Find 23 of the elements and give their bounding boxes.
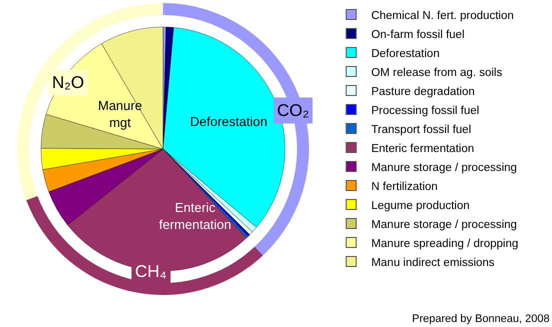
legend-label: Deforestation: [371, 48, 440, 60]
legend-label: Processing fossil fuel: [371, 104, 480, 117]
legend-label: Pasture degradation: [371, 86, 475, 98]
legend-label: Enteric fermentation: [371, 142, 474, 155]
legend-label: N fertilization: [371, 180, 438, 193]
legend-label: Legume production: [371, 200, 470, 212]
data-label: Enteric fermentation: [159, 200, 232, 232]
legend-label: OM release from ag. soils: [371, 66, 502, 79]
legend-label: Manure storage / processing: [371, 218, 517, 231]
donut-slice: [26, 196, 263, 295]
legend-label: Chemical N. fert. production: [371, 10, 514, 22]
slice-label: N₂O: [52, 73, 84, 92]
legend-label: Transport fossil fuel: [371, 124, 472, 136]
legend-label: Manure spreading / dropping: [371, 238, 518, 250]
legend-label: On-farm fossil fuel: [371, 28, 465, 41]
slice-label: CH₄: [135, 262, 167, 281]
donut-slice: [17, 3, 163, 200]
slice-label: CO₂: [277, 101, 310, 120]
legend-label: Manure storage / processing: [371, 162, 517, 174]
data-label: Manure mgt: [98, 98, 142, 130]
data-label: Deforestation: [190, 114, 268, 129]
text: Prepared by Bonneau, 2008: [412, 313, 550, 325]
legend-label: Manu indirect emissions: [371, 256, 495, 269]
